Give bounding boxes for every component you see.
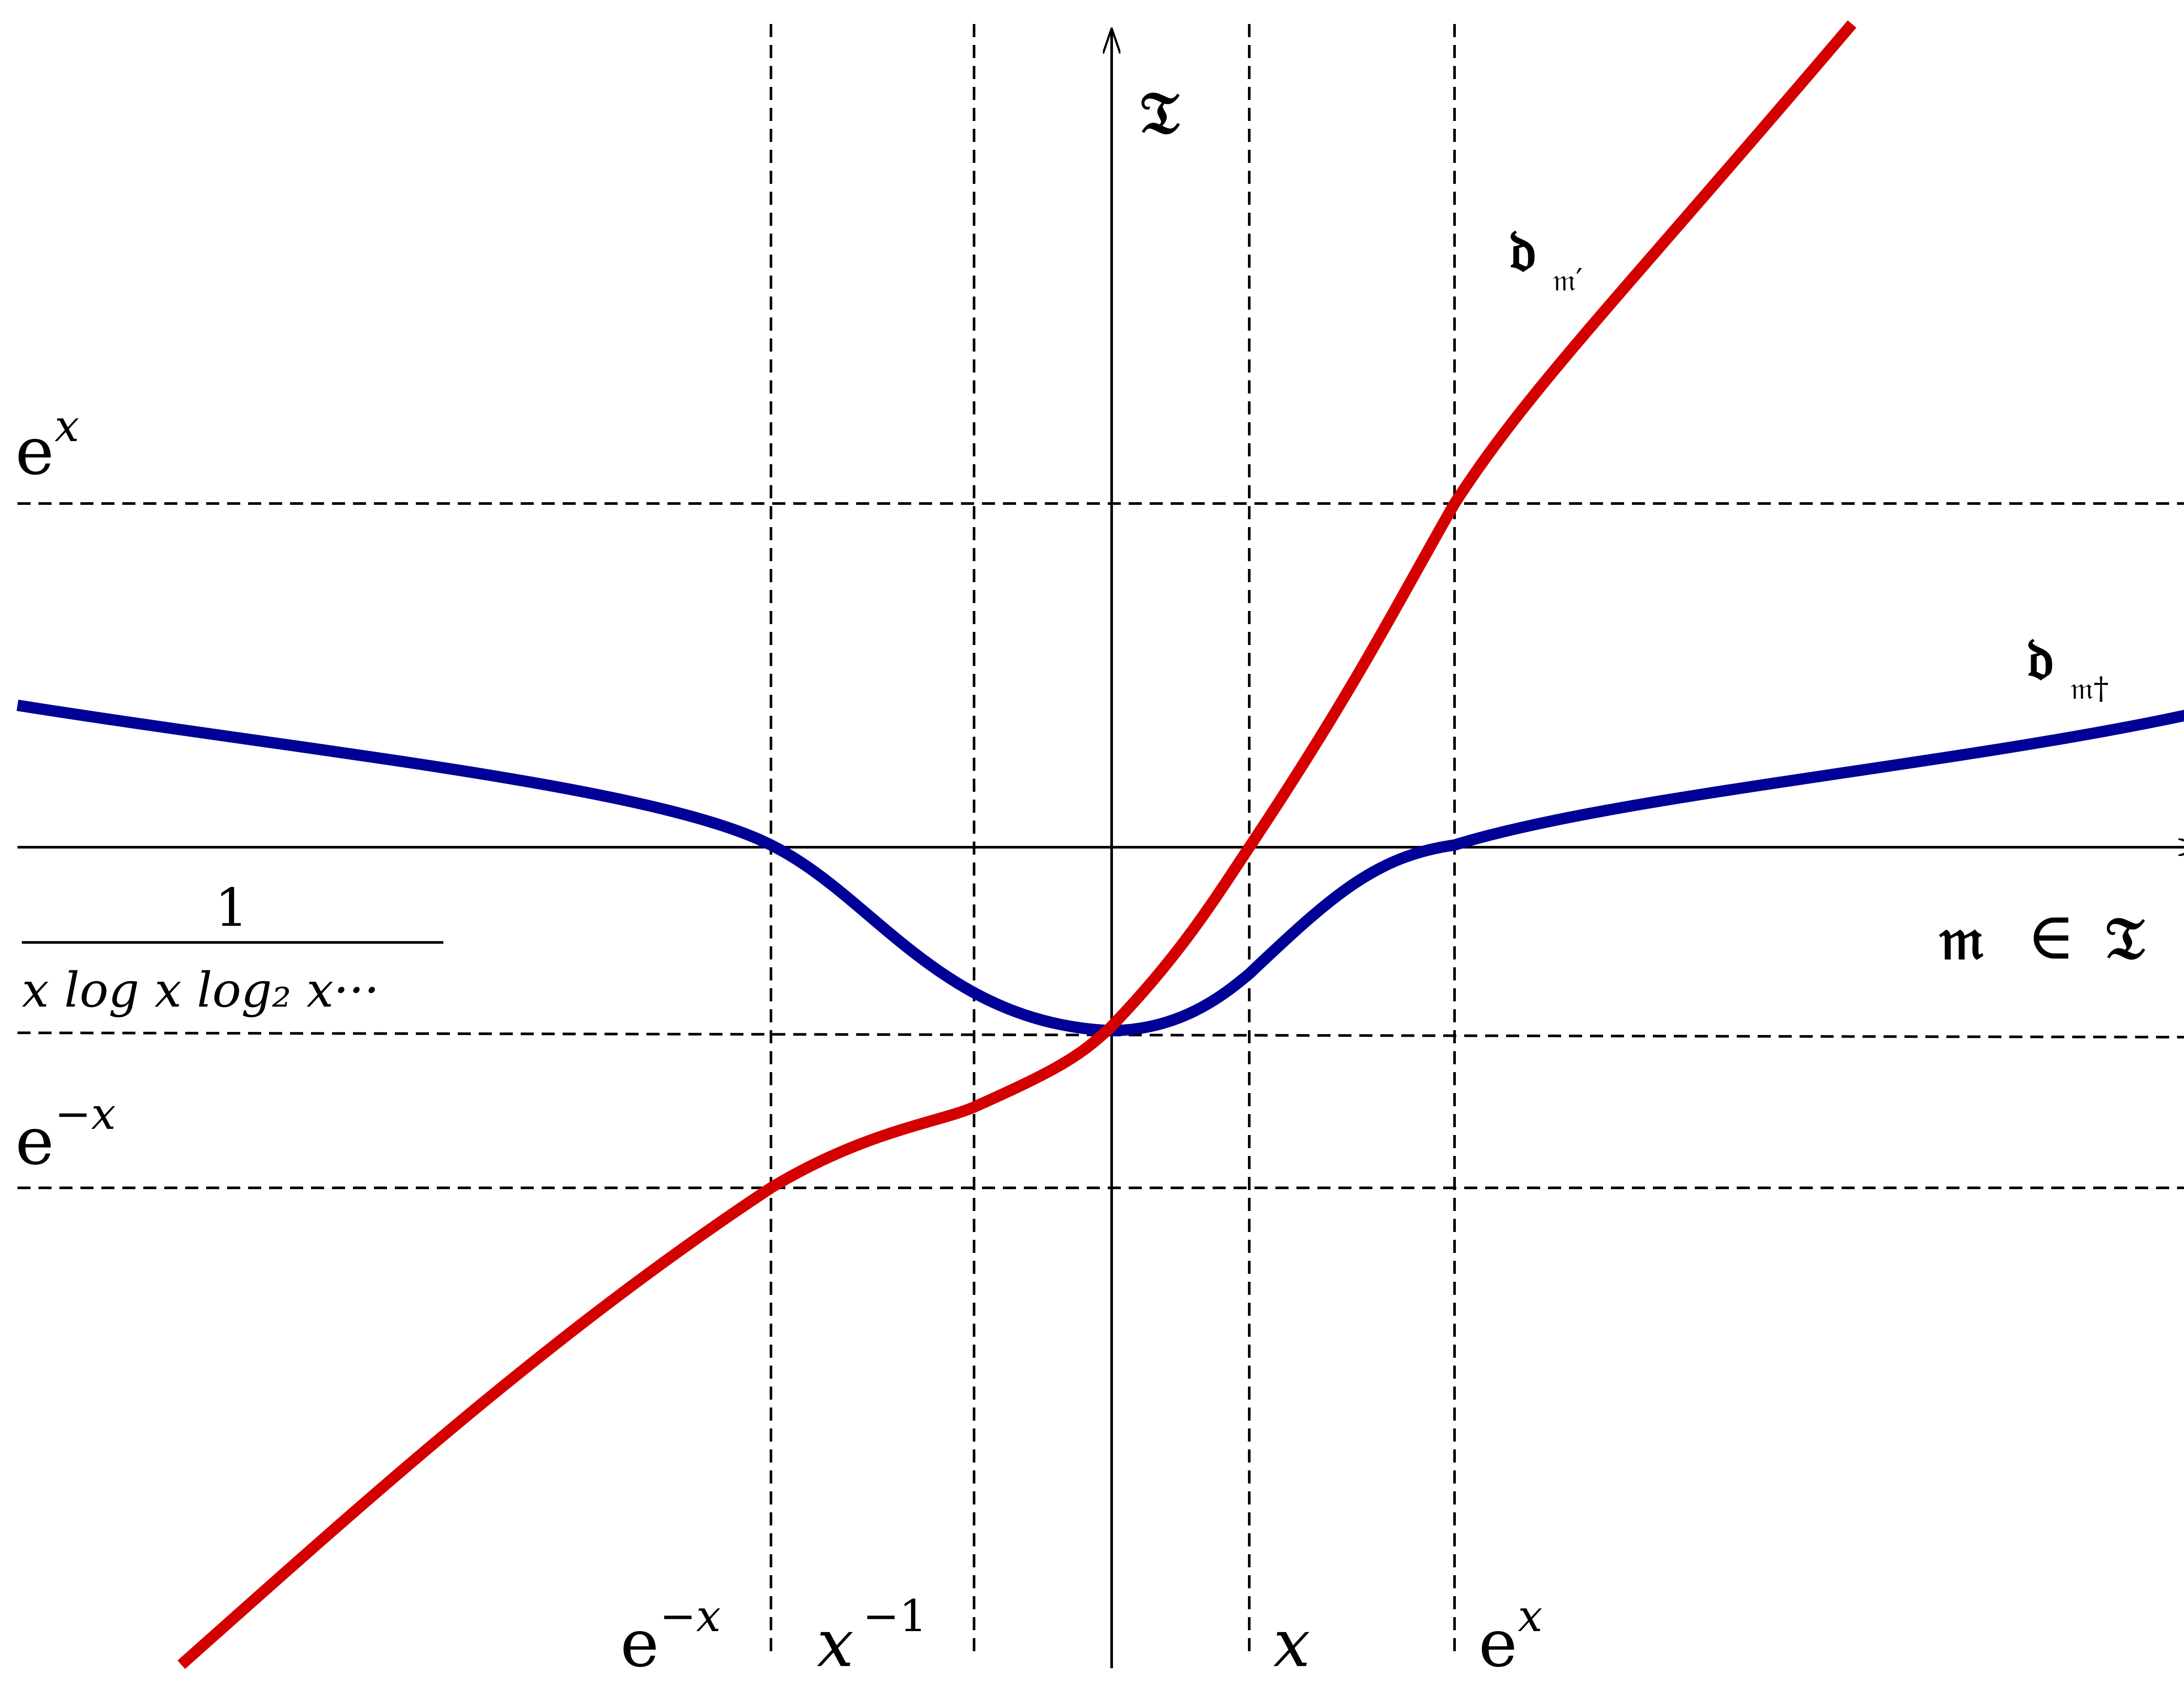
label-d-m-prime: 𝔡 𝔪′ <box>1509 215 1583 298</box>
label-d-m-dagger-sub: 𝔪† <box>2070 670 2109 706</box>
label-d-m-prime-main: 𝔡 <box>1509 215 1536 285</box>
hlevel-label-inv-iterated-log: 1 x log x log₂ x··· <box>22 878 443 1018</box>
axis-label-relation: ∈ <box>2027 898 2075 974</box>
curve-d-m-dagger <box>16 700 2184 1036</box>
vlevel-label-e-minus-x: e −x <box>620 1590 721 1682</box>
horizontal-axis-label: 𝔪 ∈ 𝔗 <box>1939 898 2146 974</box>
vlevel-x-base: x <box>1273 1606 1310 1682</box>
axis-label-set: 𝔗 <box>2105 903 2146 973</box>
hlevel-label-ex: e x <box>15 400 79 490</box>
vlevel-label-x: x <box>1273 1606 1310 1682</box>
label-d-m-dagger: 𝔡 𝔪† <box>2027 624 2109 706</box>
hlevel-e-minus-x-base: e <box>15 1104 54 1180</box>
hlevel-e-minus-x-exponent: −x <box>55 1088 116 1139</box>
vlevel-label-x-inverse: x −1 <box>817 1590 927 1682</box>
curve-d-m-prime <box>177 20 1856 1669</box>
vlevel-x-inverse-exponent: −1 <box>863 1590 927 1642</box>
axis-label-element: 𝔪 <box>1939 903 1984 973</box>
vlevel-x-inverse-base: x <box>817 1606 854 1682</box>
vlevel-ex-exponent: x <box>1518 1590 1542 1642</box>
vlevel-e-minus-x-base: e <box>620 1606 659 1682</box>
label-d-m-dagger-main: 𝔡 <box>2027 624 2053 693</box>
hlevel-ex-exponent: x <box>55 400 79 452</box>
label-d-m-prime-sub: 𝔪′ <box>1553 262 1583 298</box>
guide-h-inv-iterated-log <box>17 1032 2184 1038</box>
hlevel-ex-base: e <box>15 414 54 490</box>
horizontal-guides <box>17 502 2184 1189</box>
hlevel-label-e-minus-x: e −x <box>15 1088 116 1180</box>
vlevel-ex-base: e <box>1479 1606 1517 1682</box>
hlevel-fraction-denominator: x log x log₂ x··· <box>22 962 380 1018</box>
vlevel-label-ex: e x <box>1479 1590 1542 1682</box>
vlevel-e-minus-x-exponent: −x <box>660 1590 721 1642</box>
hlevel-fraction-numerator: 1 <box>215 878 248 938</box>
axes <box>17 28 2184 1668</box>
vertical-axis-label: 𝔗 <box>1140 78 1180 147</box>
